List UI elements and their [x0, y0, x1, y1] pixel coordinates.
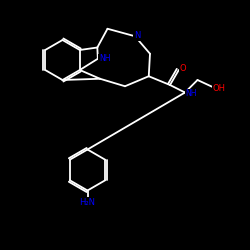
Text: NH: NH [186, 89, 197, 98]
Text: N: N [134, 31, 140, 40]
Text: O: O [179, 64, 186, 73]
Text: H₂N: H₂N [80, 198, 96, 207]
Text: NH: NH [99, 54, 110, 63]
Text: OH: OH [213, 84, 226, 93]
